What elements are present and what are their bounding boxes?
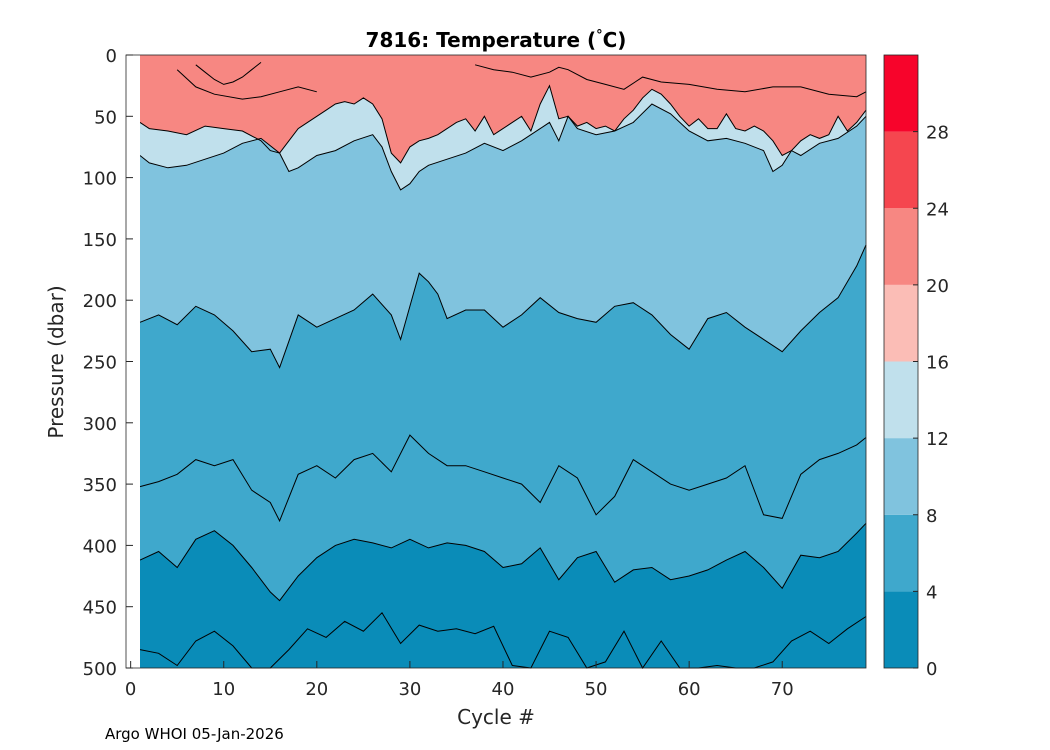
y-axis-label: Pressure (dbar)	[44, 285, 68, 438]
y-tick-label-0: 0	[106, 46, 117, 67]
footer-credit: Argo WHOI 05-Jan-2026	[105, 725, 284, 743]
y-tick-label-500: 500	[83, 659, 117, 680]
x-tick-label-0: 0	[125, 679, 136, 700]
colorbar-band-28	[884, 55, 918, 132]
isotherm-8-line-5	[139, 244, 867, 369]
isotherm-24-line-0	[195, 62, 262, 85]
x-axis-label: Cycle #	[457, 705, 535, 729]
band-fill-below-4-5	[140, 612, 866, 668]
x-tick-label-10: 10	[212, 679, 235, 700]
colorbar-tick-label-20: 20	[926, 276, 949, 297]
colorbar-band-24	[884, 131, 918, 209]
y-tick-label-100: 100	[83, 169, 117, 190]
y-tick-label-300: 300	[83, 414, 117, 435]
isotherm-4-line-7	[139, 522, 867, 602]
colorbar-tick-label-4: 4	[926, 582, 937, 603]
axes: 0 10 20 30 40 50 60 70 0 50 100 150 200 250 300 350 400 4…	[83, 46, 867, 700]
y-tick-label-200: 200	[83, 291, 117, 312]
isotherm-20-line-1	[176, 69, 317, 100]
colorbar-tick-label-8: 8	[926, 506, 937, 527]
x-tick-label-50: 50	[585, 679, 608, 700]
x-tick-label-20: 20	[305, 679, 328, 700]
band-fill-above-20-1	[177, 55, 317, 100]
colorbar-band-16	[884, 284, 918, 362]
colorbar-tick-label-16: 16	[926, 353, 949, 374]
y-tick-label-450: 450	[83, 598, 117, 619]
band-fill-below-4-4	[140, 523, 866, 668]
plot-area	[126, 55, 867, 669]
y-tick-label-400: 400	[83, 536, 117, 557]
isotherm-20-line-2	[474, 64, 867, 98]
isotherm-16-line-3	[139, 84, 867, 164]
colorbar-tick-label-12: 12	[926, 429, 949, 450]
isotherm-8-line-6	[139, 434, 867, 523]
colorbar-band-12	[884, 361, 918, 439]
colorbar: 0 4 8 12 16 20 24 28	[883, 54, 949, 680]
x-tick-label-70: 70	[771, 679, 794, 700]
y-tick-label-150: 150	[83, 230, 117, 251]
x-tick-label-30: 30	[398, 679, 421, 700]
colorbar-band-8	[884, 438, 918, 515]
colorbar-band-0	[884, 591, 918, 668]
colorbar-tick-label-24: 24	[926, 199, 949, 220]
colorbar-tick-label-0: 0	[926, 659, 937, 680]
y-tick-label-350: 350	[83, 475, 117, 496]
y-tick-label-250: 250	[83, 353, 117, 374]
colorbar-tick-label-28: 28	[926, 123, 949, 144]
colorbar-band-20	[884, 208, 918, 285]
y-tick-label-50: 50	[94, 107, 117, 128]
chart-title: 7816: Temperature (°C)	[366, 28, 627, 52]
colorbar-band-4	[884, 514, 918, 592]
isotherm-12-line-4	[139, 103, 867, 191]
x-tick-label-40: 40	[492, 679, 515, 700]
x-tick-label-60: 60	[678, 679, 701, 700]
band-fill-above-20-2	[475, 55, 866, 97]
